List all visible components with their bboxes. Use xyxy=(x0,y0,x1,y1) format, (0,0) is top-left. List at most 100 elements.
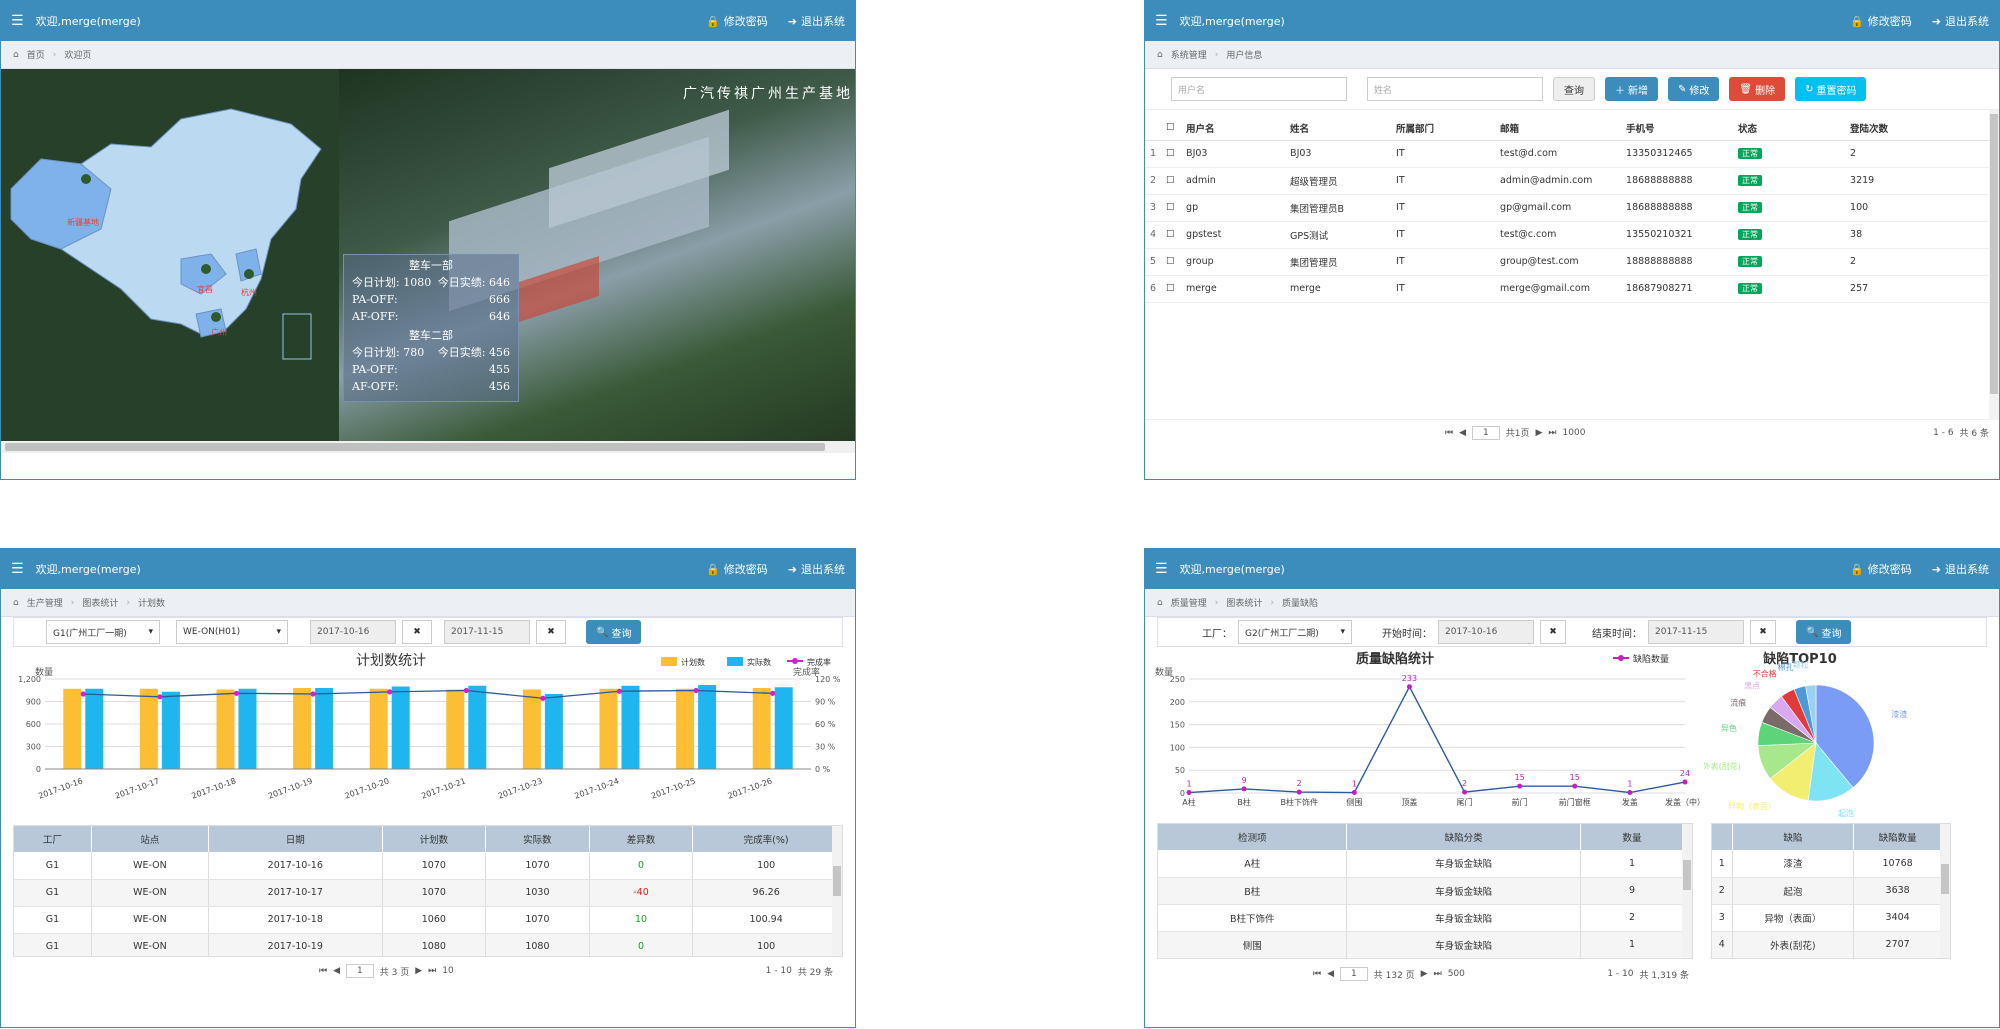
prev-page-icon[interactable]: ◀ xyxy=(1327,969,1335,979)
table-row[interactable]: 2 起泡 3638 xyxy=(1712,877,1942,905)
row-checkbox[interactable]: ☐ xyxy=(1166,175,1175,186)
row-checkbox[interactable]: ☐ xyxy=(1166,202,1175,213)
row-checkbox[interactable]: ☐ xyxy=(1166,229,1175,240)
col-defect[interactable]: 缺陷 xyxy=(1732,824,1855,850)
change-password-link[interactable]: 🔒 修改密码 xyxy=(1850,562,1912,577)
table-row[interactable]: 1 ☐ BJ03 BJ03 IT test@d.com 13350312465 正常 2 xyxy=(1145,140,1999,167)
delete-button[interactable]: 🗑 删除 xyxy=(1729,77,1786,101)
row-checkbox[interactable]: ☐ xyxy=(1166,148,1175,159)
menu-toggle-icon[interactable]: ☰ xyxy=(11,561,24,577)
prev-page-icon[interactable]: ◀ xyxy=(333,966,341,976)
logout-link[interactable]: ➜ 退出系统 xyxy=(787,562,845,577)
breadcrumb-section[interactable]: 质量管理 xyxy=(1170,599,1207,609)
col-phone[interactable]: 手机号 xyxy=(1626,123,1655,135)
menu-toggle-icon[interactable]: ☰ xyxy=(1155,561,1168,577)
map-pin-icon[interactable] xyxy=(81,174,91,184)
breadcrumb-sub[interactable]: 图表统计 xyxy=(82,599,119,609)
factory-select[interactable]: G2(广州工厂二期) ▾ xyxy=(1238,620,1352,644)
table-row[interactable]: 1 漆渣 10768 xyxy=(1712,850,1942,878)
next-page-icon[interactable]: ▶ xyxy=(415,966,423,976)
page-number-input[interactable]: 1 xyxy=(346,964,374,978)
col-factory[interactable]: 工厂 xyxy=(14,826,92,852)
breadcrumb-section[interactable]: 生产管理 xyxy=(26,599,63,609)
page-size-select[interactable]: 10 xyxy=(442,966,454,976)
col-diff[interactable]: 差异数 xyxy=(589,826,694,852)
breadcrumb-section[interactable]: 系统管理 xyxy=(1170,51,1207,61)
col-defect-count[interactable]: 缺陷数量 xyxy=(1853,824,1942,850)
table-row[interactable]: 6 ☐ merge merge IT merge@gmail.com 18687908271… xyxy=(1145,275,1999,302)
page-size-select[interactable]: 1000 xyxy=(1562,427,1586,438)
table-row[interactable]: 4 外表(刮花) 2707 xyxy=(1712,931,1942,958)
logout-link[interactable]: ➜ 退出系统 xyxy=(1931,14,1989,29)
clear-date-to-icon[interactable]: ✖ xyxy=(536,620,566,644)
add-button[interactable]: ＋新增 xyxy=(1605,77,1658,101)
reset-password-button[interactable]: ↻ 重置密码 xyxy=(1795,77,1867,101)
clear-date-to-icon[interactable]: ✖ xyxy=(1750,620,1776,644)
col-username[interactable]: 用户名 xyxy=(1186,123,1215,135)
col-name[interactable]: 姓名 xyxy=(1290,123,1310,135)
next-page-icon[interactable]: ▶ xyxy=(1420,969,1428,979)
table-row[interactable]: G1 WE-ON 2017-10-16 1070 1070 0 100 xyxy=(14,852,840,880)
date-to-input[interactable]: 2017-11-15 xyxy=(444,620,530,644)
map-pin-icon[interactable] xyxy=(201,264,211,274)
table-row[interactable]: 3 异物（表面） 3404 xyxy=(1712,904,1942,932)
table-row[interactable]: 5 ☐ group 集团管理员 IT group@test.com 18888888888 正… xyxy=(1145,248,1999,275)
col-dept[interactable]: 所属部门 xyxy=(1396,123,1435,135)
station-select[interactable]: WE-ON(H01) ▾ xyxy=(176,620,288,644)
edit-button[interactable]: ✎ 修改 xyxy=(1668,77,1720,101)
vertical-scrollbar[interactable] xyxy=(1682,824,1692,958)
date-from-input[interactable]: 2017-10-16 xyxy=(1438,620,1534,644)
last-page-icon[interactable]: ⏭ xyxy=(1433,969,1442,979)
col-plan[interactable]: 计划数 xyxy=(382,826,487,852)
table-row[interactable]: 4 ☐ gpstest GPS测试 IT test@c.com 13550210321 正常 3… xyxy=(1145,221,1999,248)
table-row[interactable]: G1 WE-ON 2017-10-18 1060 1070 10 100.94 xyxy=(14,906,840,934)
clear-date-from-icon[interactable]: ✖ xyxy=(402,620,432,644)
last-page-icon[interactable]: ⏭ xyxy=(1548,427,1557,438)
clear-date-from-icon[interactable]: ✖ xyxy=(1540,620,1566,644)
next-page-icon[interactable]: ▶ xyxy=(1535,427,1543,438)
page-number-input[interactable]: 1 xyxy=(1472,425,1500,440)
table-row[interactable]: G1 WE-ON 2017-10-17 1070 1030 -40 96.26 xyxy=(14,879,840,907)
col-station[interactable]: 站点 xyxy=(91,826,209,852)
horizontal-scrollbar[interactable] xyxy=(1,441,855,453)
table-row[interactable]: 3 ☐ gp 集团管理员B IT gp@gmail.com 18688888888 正常 100 xyxy=(1145,194,1999,221)
table-row[interactable]: G1 WE-ON 2017-10-19 1080 1080 0 100 xyxy=(14,933,840,956)
table-row[interactable]: 侧围 车身钣金缺陷 1 xyxy=(1158,931,1685,958)
col-count[interactable]: 数量 xyxy=(1580,824,1685,850)
table-row[interactable]: 2 ☐ admin 超级管理员 IT admin@admin.com 18688888888… xyxy=(1145,167,1999,194)
col-status[interactable]: 状态 xyxy=(1738,123,1758,135)
vertical-scrollbar[interactable] xyxy=(1940,824,1950,958)
date-to-input[interactable]: 2017-11-15 xyxy=(1648,620,1744,644)
vertical-scrollbar[interactable] xyxy=(832,826,842,956)
map-pin-icon[interactable] xyxy=(211,312,221,322)
col-logins[interactable]: 登陆次数 xyxy=(1850,123,1889,135)
last-page-icon[interactable]: ⏭ xyxy=(428,966,437,976)
col-check-item[interactable]: 检测项 xyxy=(1158,824,1348,850)
col-date[interactable]: 日期 xyxy=(208,826,383,852)
logout-link[interactable]: ➜ 退出系统 xyxy=(787,14,845,29)
query-button[interactable]: 查询 xyxy=(1553,77,1595,101)
first-page-icon[interactable]: ⏮ xyxy=(319,966,328,976)
menu-toggle-icon[interactable]: ☰ xyxy=(1155,13,1168,29)
breadcrumb-sub[interactable]: 图表统计 xyxy=(1226,599,1263,609)
name-search-input[interactable]: 姓名 xyxy=(1367,77,1543,101)
col-defect-category[interactable]: 缺陷分类 xyxy=(1346,824,1581,850)
page-number-input[interactable]: 1 xyxy=(1340,967,1368,981)
query-button[interactable]: 🔍 查询 xyxy=(1796,620,1852,644)
change-password-link[interactable]: 🔒 修改密码 xyxy=(706,14,768,29)
breadcrumb-home[interactable]: 首页 xyxy=(26,51,45,61)
username-search-input[interactable]: 用户名 xyxy=(1171,77,1347,101)
prev-page-icon[interactable]: ◀ xyxy=(1459,427,1467,438)
vertical-scrollbar[interactable] xyxy=(1989,110,1999,420)
table-row[interactable]: B柱 车身钣金缺陷 9 xyxy=(1158,877,1685,905)
select-all-checkbox[interactable]: ☐ xyxy=(1166,122,1175,134)
table-row[interactable]: B柱下饰件 车身钣金缺陷 2 xyxy=(1158,904,1685,932)
row-checkbox[interactable]: ☐ xyxy=(1166,283,1175,294)
change-password-link[interactable]: 🔒 修改密码 xyxy=(1850,14,1912,29)
date-from-input[interactable]: 2017-10-16 xyxy=(310,620,396,644)
query-button[interactable]: 🔍 查询 xyxy=(586,620,642,644)
page-size-select[interactable]: 500 xyxy=(1447,969,1465,979)
col-email[interactable]: 邮箱 xyxy=(1500,123,1520,135)
first-page-icon[interactable]: ⏮ xyxy=(1445,427,1454,438)
factory-select[interactable]: G1(广州工厂一期) ▾ xyxy=(46,620,160,644)
